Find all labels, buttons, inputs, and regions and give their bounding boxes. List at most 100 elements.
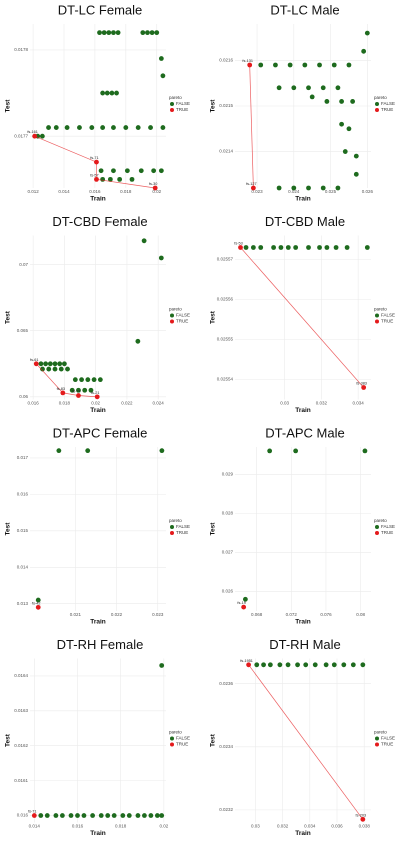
x-tick-label: 0.016 [72, 824, 84, 829]
point [140, 30, 146, 36]
point [129, 176, 135, 182]
point [159, 448, 165, 454]
point [52, 361, 58, 367]
point [148, 125, 153, 130]
point [342, 149, 348, 154]
legend-label: TRUE [176, 107, 188, 112]
legend-swatch [375, 531, 379, 535]
point [100, 125, 106, 130]
point [276, 185, 282, 191]
y-tick-label: 0.0164 [14, 673, 28, 678]
y-tick-label: 0.016 [17, 813, 29, 818]
x-tick-label: 0.034 [353, 401, 365, 406]
point-label: fs-74 [72, 390, 80, 394]
point [115, 30, 121, 36]
point [277, 662, 283, 668]
point [285, 245, 291, 250]
point [69, 387, 75, 393]
point [105, 813, 111, 818]
x-tick-label: 0.024 [288, 189, 300, 194]
pareto-line [248, 664, 364, 820]
point [81, 813, 87, 818]
point-label: fs-383 [356, 382, 367, 386]
x-tick-label: 0.08 [356, 612, 365, 617]
point [47, 361, 53, 367]
point [111, 813, 117, 818]
point [250, 245, 256, 250]
y-axis-label: Test [5, 522, 12, 536]
legend-label: TRUE [381, 319, 393, 324]
point [109, 90, 115, 96]
point [104, 90, 110, 96]
point [246, 662, 252, 668]
x-tick-label: 0.018 [115, 824, 127, 829]
legend-label: FALSE [176, 736, 190, 741]
point [145, 30, 150, 36]
point [306, 245, 311, 250]
point [106, 30, 112, 36]
legend-title: pareto [169, 95, 182, 100]
point-label: fs-83 [57, 387, 65, 391]
y-tick-label: 0.0163 [14, 708, 28, 713]
point [35, 604, 41, 610]
point [65, 366, 70, 372]
x-tick-label: 0.02 [152, 189, 161, 194]
point [350, 662, 356, 668]
legend-label: TRUE [381, 530, 393, 535]
point-label: fs-1951 [240, 659, 253, 663]
point-label: fs-131 [242, 59, 253, 63]
y-tick-label: 0.013 [17, 601, 29, 606]
point-label: fs-30 [149, 182, 157, 186]
point [317, 245, 322, 250]
y-tick-label: 0.017 [17, 455, 29, 460]
point [360, 816, 366, 822]
x-tick-label: 0.02 [91, 401, 100, 406]
legend-swatch [375, 525, 379, 529]
point-label: fs-161 [27, 130, 38, 134]
point [142, 813, 147, 818]
y-tick-label: 0.06 [19, 394, 28, 399]
point [331, 662, 337, 668]
legend-label: TRUE [381, 107, 393, 112]
x-tick-label: 0.032 [277, 824, 289, 829]
panel-title: DT-APC Male [265, 425, 344, 440]
point [82, 387, 88, 393]
x-tick-label: 0.076 [320, 612, 332, 617]
point [331, 62, 337, 68]
legend-label: FALSE [381, 736, 395, 741]
panel-title: DT-CBD Male [265, 214, 345, 229]
x-tick-label: 0.023 [251, 189, 263, 194]
point [339, 121, 344, 127]
point [135, 338, 141, 344]
point [250, 185, 256, 191]
point [64, 125, 70, 130]
y-tick-label: 0.016 [17, 492, 29, 497]
x-tick-label: 0.024 [153, 401, 165, 406]
point [312, 662, 318, 668]
x-tick-label: 0.068 [251, 612, 263, 617]
point [94, 394, 100, 400]
point [75, 813, 80, 818]
x-axis-label: Train [90, 407, 106, 414]
x-tick-label: 0.012 [27, 189, 39, 194]
legend-swatch [170, 742, 174, 747]
point-label: fs-21 [91, 391, 99, 395]
x-tick-label: 0.022 [121, 401, 133, 406]
point [100, 176, 106, 182]
point [107, 176, 113, 182]
x-tick-label: 0.026 [362, 189, 374, 194]
point [46, 366, 52, 372]
panel-title: DT-RH Female [57, 637, 144, 652]
x-tick-label: 0.03 [280, 401, 289, 406]
point [353, 171, 359, 177]
x-axis-label: Train [90, 196, 106, 203]
point-label: fs-61 [30, 358, 38, 362]
panel-title: DT-RH Male [269, 637, 341, 652]
point [333, 245, 339, 250]
x-tick-label: 0.021 [70, 612, 82, 617]
point [79, 377, 84, 383]
y-tick-label: 0.0216 [219, 58, 233, 63]
point [159, 663, 165, 668]
point [46, 125, 51, 130]
point-label: fs-19 [237, 601, 245, 605]
